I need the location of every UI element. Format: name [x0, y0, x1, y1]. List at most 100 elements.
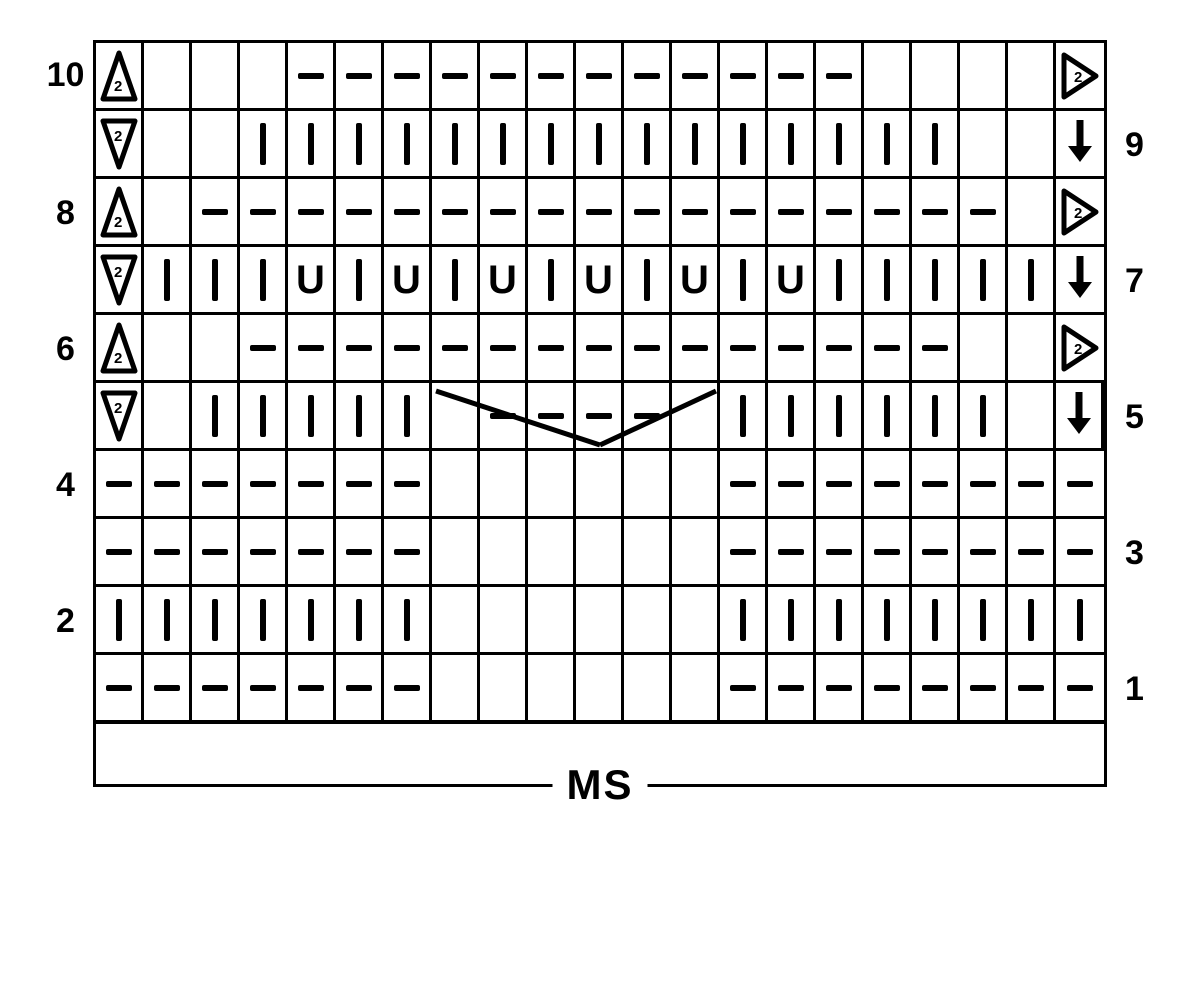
chart-cell	[960, 43, 1008, 111]
svg-text:2: 2	[114, 128, 122, 145]
grid-row	[93, 519, 1107, 587]
yarn-over-symbol: U	[680, 260, 709, 300]
chart-cell: 2	[96, 179, 144, 247]
chart-cell: U	[768, 247, 816, 315]
svg-text:2: 2	[114, 350, 122, 367]
chart-cell	[480, 451, 528, 519]
yarn-over-symbol: U	[488, 260, 517, 300]
chart-cell	[336, 655, 384, 723]
purl-symbol	[634, 73, 660, 79]
knit-symbol	[836, 599, 842, 641]
knit-symbol	[260, 259, 266, 301]
knit-symbol	[980, 395, 986, 437]
chart-cell	[864, 383, 912, 451]
chart-cell	[288, 519, 336, 587]
knit-symbol	[260, 395, 266, 437]
chart-cell	[864, 179, 912, 247]
purl-symbol	[682, 73, 708, 79]
knit-symbol	[308, 395, 314, 437]
chart-cell	[528, 111, 576, 179]
chart-cell	[384, 451, 432, 519]
chart-cell	[384, 111, 432, 179]
chart-row: 622	[38, 315, 1162, 383]
knit-symbol	[692, 123, 698, 165]
chart-cell	[912, 43, 960, 111]
svg-text:2: 2	[114, 400, 122, 417]
grid-row: 22	[93, 179, 1107, 247]
chart-cell	[1056, 451, 1104, 519]
purl-symbol	[298, 549, 324, 555]
chart-cell	[144, 451, 192, 519]
chart-cell	[336, 519, 384, 587]
chart-row: 2UUUUUU7	[38, 247, 1162, 315]
chart-cell	[768, 43, 816, 111]
chart-cell	[1008, 519, 1056, 587]
chart-cell	[912, 519, 960, 587]
chart-cell	[720, 315, 768, 383]
knit-symbol	[932, 123, 938, 165]
chart-cell	[480, 315, 528, 383]
knit-symbol	[980, 599, 986, 641]
grid-row: 2	[93, 111, 1107, 179]
purl-symbol	[202, 685, 228, 691]
chart-cell	[144, 111, 192, 179]
chart-cell	[576, 111, 624, 179]
chart-cell	[288, 179, 336, 247]
chart-cell	[336, 315, 384, 383]
chart-cell	[864, 111, 912, 179]
chart-cell	[1056, 247, 1104, 315]
knit-symbol	[596, 123, 602, 165]
purl-symbol	[394, 549, 420, 555]
chart-cell	[288, 587, 336, 655]
purl-symbol	[970, 209, 996, 215]
knit-symbol	[788, 395, 794, 437]
chart-cell	[672, 315, 720, 383]
chart-cell	[768, 655, 816, 723]
row-label-right: 3	[1107, 534, 1162, 573]
chart-cell	[912, 315, 960, 383]
chart-cell	[480, 111, 528, 179]
chart-cell	[384, 519, 432, 587]
purl-symbol	[826, 685, 852, 691]
chart-cell	[816, 519, 864, 587]
chart-cell	[288, 315, 336, 383]
purl-symbol	[298, 345, 324, 351]
purl-symbol	[874, 481, 900, 487]
chart-cell	[816, 655, 864, 723]
purl-symbol	[778, 549, 804, 555]
chart-cell	[624, 179, 672, 247]
chart-cell	[672, 111, 720, 179]
purl-symbol	[730, 549, 756, 555]
chart-cell	[192, 111, 240, 179]
chart-cell	[912, 655, 960, 723]
chart-row: 4	[38, 451, 1162, 519]
chart-cell	[912, 451, 960, 519]
purl-symbol	[730, 481, 756, 487]
purl-symbol	[730, 685, 756, 691]
purl-symbol	[778, 73, 804, 79]
row-label-left: 4	[38, 466, 93, 505]
knit-symbol	[740, 395, 746, 437]
svg-text:2: 2	[1074, 341, 1082, 358]
chart-cell	[624, 315, 672, 383]
purl-symbol	[394, 209, 420, 215]
chart-cell	[960, 315, 1008, 383]
knit-symbol	[644, 259, 650, 301]
chart-cell	[816, 383, 864, 451]
chart-cell	[768, 315, 816, 383]
chart-cell	[144, 655, 192, 723]
chart-cell	[432, 383, 480, 451]
purl-symbol	[346, 345, 372, 351]
chart-cell	[336, 247, 384, 315]
purl-symbol	[298, 73, 324, 79]
chart-cell	[144, 247, 192, 315]
chart-cell: 2	[96, 315, 144, 383]
purl-symbol	[490, 345, 516, 351]
chart-cell	[336, 383, 384, 451]
chart-cell	[336, 43, 384, 111]
chart-cell	[816, 247, 864, 315]
purl-symbol	[202, 481, 228, 487]
row-label-left: 10	[38, 56, 93, 95]
purl-symbol	[922, 549, 948, 555]
chart-cell	[576, 179, 624, 247]
